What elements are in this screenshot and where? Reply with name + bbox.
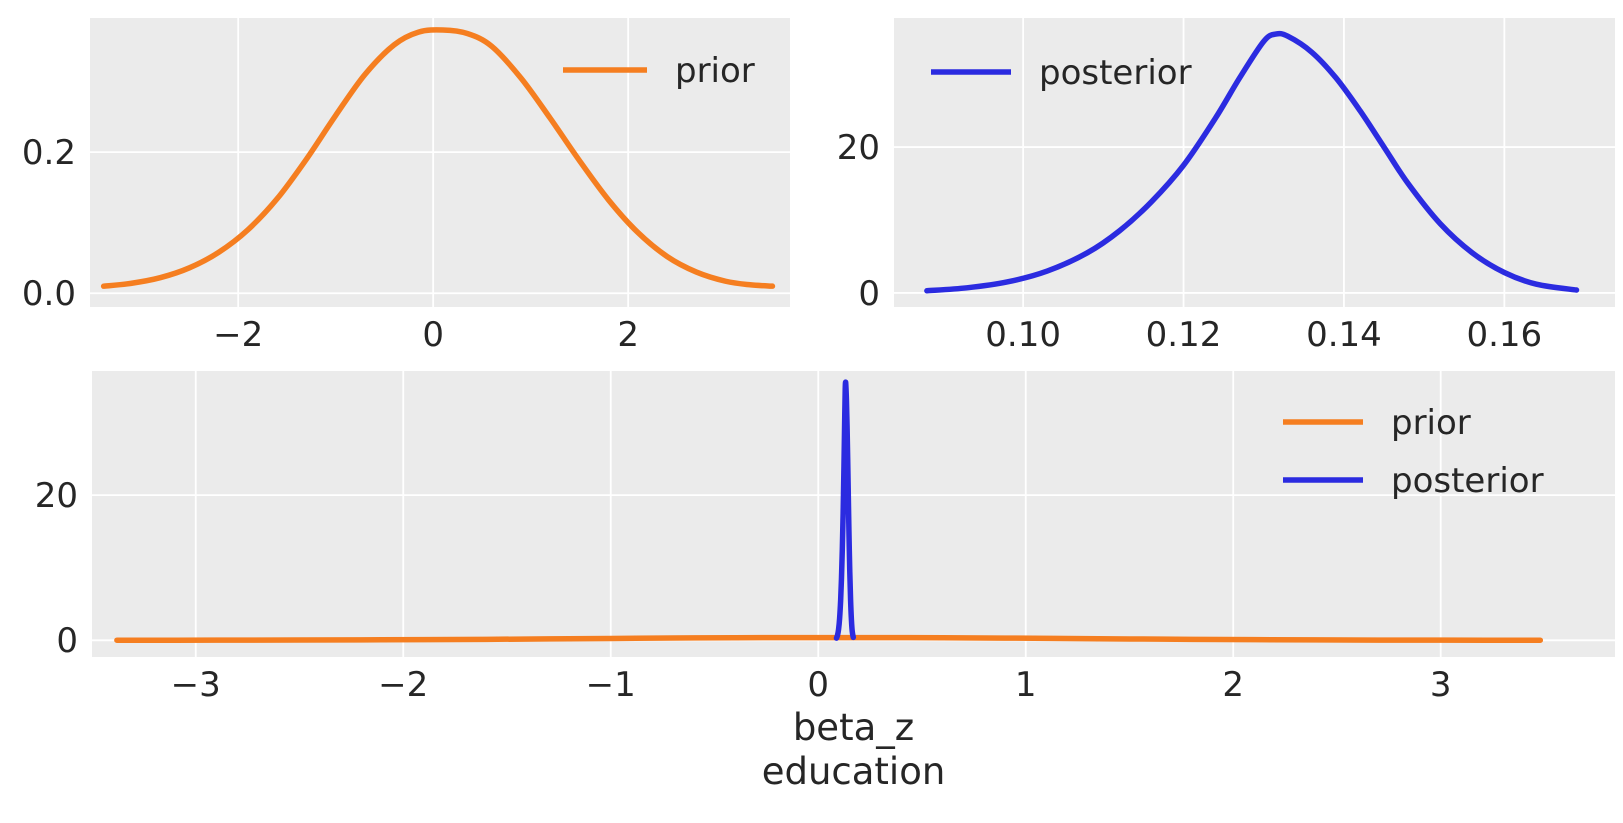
x-tick-label: 0.10: [985, 315, 1061, 355]
x-tick-label: 2: [617, 315, 639, 355]
legend-label-posterior: posterior: [1039, 53, 1192, 93]
x-tick-label: −2: [378, 665, 428, 705]
x-tick-label: 3: [1430, 665, 1452, 705]
y-tick-label: 0.0: [22, 274, 76, 314]
x-tick-label: 1: [1015, 665, 1037, 705]
legend-label-prior: prior: [1391, 403, 1471, 443]
posterior-curve: [924, 30, 1580, 294]
x-tick-label: 0.14: [1306, 315, 1382, 355]
x-tick-label: −2: [213, 315, 263, 355]
prior-curve: [114, 634, 1544, 643]
legend-label-prior: prior: [675, 51, 755, 91]
y-tick-label: 20: [837, 128, 880, 168]
subplot-prior: −2 0 2 0.0 0.2 prior: [22, 18, 790, 355]
axes-background: [894, 18, 1615, 307]
y-tick-label: 20: [35, 476, 78, 516]
subplot-combined: −3 −2 −1 0 1 2 3 0 20 prior posterior: [35, 371, 1615, 705]
x-tick-label: −3: [171, 665, 221, 705]
subplot-posterior: 0.10 0.12 0.14 0.16 0 20 posterior: [837, 18, 1615, 355]
x-tick-label: 0.16: [1466, 315, 1542, 355]
y-tick-label: 0: [56, 621, 78, 661]
x-tick-label: 2: [1222, 665, 1244, 705]
y-tick-label: 0.2: [22, 133, 76, 173]
y-tick-label: 0: [858, 274, 880, 314]
prior-curve: [100, 27, 776, 289]
x-tick-label: 0.12: [1146, 315, 1222, 355]
legend-label-posterior: posterior: [1391, 461, 1544, 501]
posterior-curve: [833, 379, 857, 641]
x-tick-label: −1: [586, 665, 636, 705]
x-tick-label: 0: [807, 665, 829, 705]
x-tick-label: 0: [422, 315, 444, 355]
